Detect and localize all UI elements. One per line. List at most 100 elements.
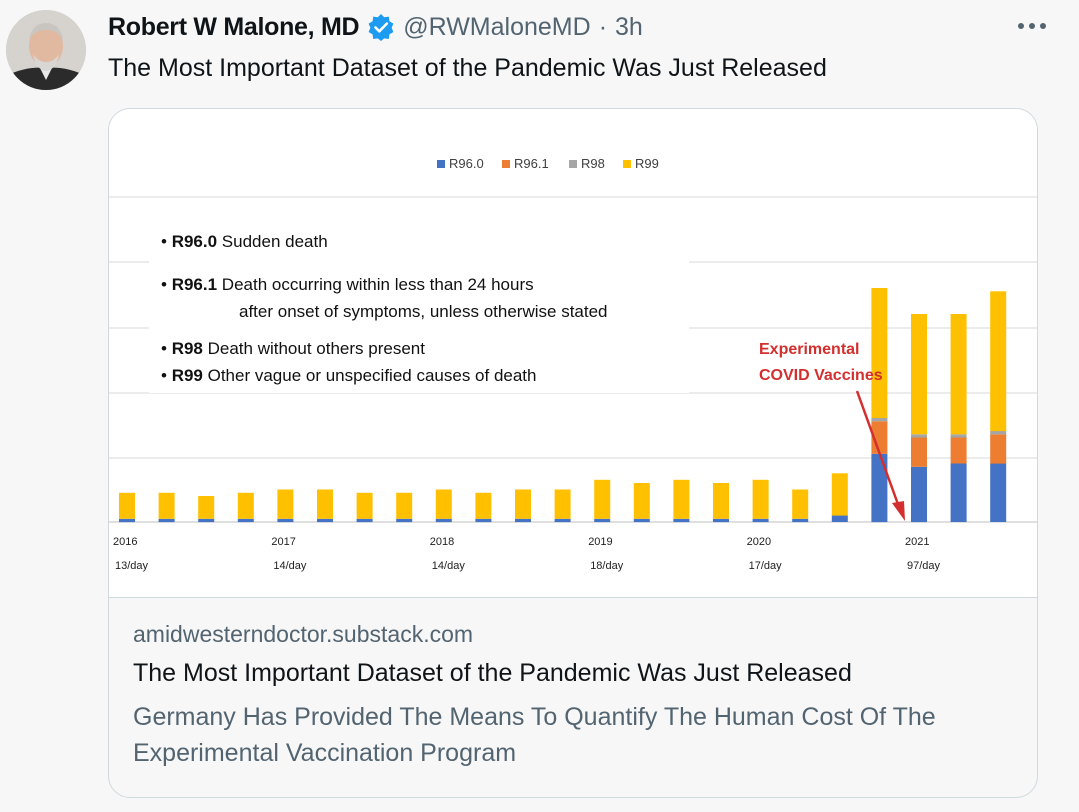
- bar-r96-0-13: [633, 518, 650, 523]
- bar-r96-0-20: [911, 466, 927, 523]
- bar-r99-7: [396, 492, 413, 519]
- bar-r96-0-6: [356, 518, 373, 523]
- author-handle[interactable]: @RWMaloneMD: [403, 12, 591, 41]
- bar-r99-19: [871, 288, 888, 418]
- author-name[interactable]: Robert W Malone, MD: [108, 12, 360, 41]
- x-year-label: 2016: [113, 536, 137, 548]
- bar-r99-3: [237, 492, 254, 519]
- bar-r99-10: [515, 489, 531, 519]
- bar-r99-17: [792, 489, 809, 519]
- bar-r99-1: [158, 492, 175, 519]
- bar-r96-0-7: [396, 518, 413, 523]
- link-card[interactable]: R96.0 R96.1 R98 R99 • R96.0 Sudden death…: [108, 108, 1038, 798]
- note-code: R96.1: [172, 275, 217, 294]
- bar-r98-20: [911, 434, 927, 438]
- note-r96-1: • R96.1 Death occurring within less than…: [161, 275, 534, 294]
- avatar[interactable]: [6, 10, 86, 90]
- x-year-label: 2021: [905, 536, 929, 548]
- stacked-bar-chart: R96.0 R96.1 R98 R99 • R96.0 Sudden death…: [109, 156, 1037, 572]
- bar-r96-0-19: [871, 453, 888, 523]
- bar-r99-8: [435, 489, 452, 519]
- bar-r99-2: [198, 496, 215, 519]
- bar-r96-0-22: [990, 463, 1007, 522]
- chart-bars: [119, 288, 1007, 523]
- bar-r96-0-2: [198, 518, 215, 523]
- note-text: Other vague or unspecified causes of dea…: [208, 366, 537, 385]
- verified-badge-icon: [367, 13, 395, 41]
- more-icon[interactable]: [1015, 14, 1049, 38]
- bar-r96-0-16: [752, 518, 769, 523]
- x-rate-label: 14/day: [273, 560, 307, 572]
- bar-r99-16: [752, 479, 769, 519]
- x-year-label: 2018: [430, 536, 454, 548]
- bar-r99-11: [554, 489, 571, 519]
- card-domain: amidwesterndoctor.substack.com: [133, 621, 474, 647]
- note-r99: • R99 Other vague or unspecified causes …: [161, 366, 537, 385]
- bar-r96-0-14: [673, 518, 690, 523]
- bar-r96-0-21: [950, 463, 967, 522]
- x-rate-label: 13/day: [115, 560, 149, 572]
- annotation-arrow-head: [892, 501, 905, 521]
- note-r96-0: • R96.0 Sudden death: [161, 232, 328, 251]
- x-axis-labels: 2016 13/day 2017 14/day 2018 14/day 2019 18/day…: [113, 536, 941, 572]
- bar-r99-0: [119, 492, 135, 519]
- legend-r96-1: R96.1: [514, 156, 549, 171]
- legend-swatch-r96-1: [502, 160, 510, 168]
- bar-r96-0-3: [237, 518, 254, 523]
- chart-notes: • R96.0 Sudden death • R96.1 Death occur…: [161, 232, 608, 385]
- tweet-text: The Most Important Dataset of the Pandem…: [108, 54, 827, 82]
- tweet-timestamp[interactable]: 3h: [615, 12, 643, 41]
- bar-r98-19: [871, 418, 888, 422]
- bar-r99-6: [356, 492, 373, 519]
- note-r96-1-continuation: after onset of symptoms, unless otherwis…: [239, 302, 608, 321]
- bar-r96-0-1: [158, 518, 175, 523]
- legend-r98: R98: [581, 156, 605, 171]
- bar-r96-1-22: [990, 434, 1007, 464]
- legend-r99: R99: [635, 156, 659, 171]
- note-code: R99: [172, 366, 203, 385]
- x-year-label: 2020: [747, 536, 771, 548]
- x-rate-label: 17/day: [749, 560, 783, 572]
- bar-r96-1-21: [950, 437, 967, 464]
- annotation-arrow-line: [855, 390, 901, 508]
- separator-dot: ·: [598, 12, 608, 41]
- bar-r96-0-9: [475, 518, 492, 523]
- note-text: Sudden death: [222, 232, 328, 251]
- bar-r96-0-8: [435, 518, 452, 523]
- bar-r99-12: [594, 479, 611, 519]
- x-year-label: 2019: [588, 536, 612, 548]
- bar-r96-0-5: [317, 518, 333, 523]
- bar-r99-21: [950, 314, 967, 435]
- bar-r99-18: [831, 473, 848, 516]
- bar-r96-0-10: [515, 518, 531, 523]
- bar-r99-5: [317, 489, 333, 519]
- legend-swatch-r98: [569, 160, 577, 168]
- note-r98: • R98 Death without others present: [161, 339, 425, 358]
- bar-r96-0-12: [594, 518, 611, 523]
- note-code: R98: [172, 339, 203, 358]
- note-text: Death occurring within less than 24 hour…: [222, 275, 534, 294]
- annotation-line-2: COVID Vaccines: [759, 367, 883, 384]
- bar-r99-15: [713, 483, 729, 519]
- legend-swatch-r96-0: [437, 160, 445, 168]
- bar-r99-13: [633, 483, 650, 519]
- bar-r98-22: [990, 431, 1007, 435]
- legend-r96-0: R96.0: [449, 156, 484, 171]
- x-rate-label: 18/day: [590, 560, 624, 572]
- bar-r96-0-15: [713, 518, 729, 523]
- card-title: The Most Important Dataset of the Pandem…: [133, 659, 852, 687]
- bar-r98-21: [950, 434, 967, 438]
- bar-r96-1-20: [911, 437, 927, 467]
- card-chart-image: R96.0 R96.1 R98 R99 • R96.0 Sudden death…: [109, 109, 1037, 598]
- annotation-line-1: Experimental: [759, 341, 859, 358]
- legend-swatch-r99: [623, 160, 631, 168]
- x-rate-label: 97/day: [907, 560, 941, 572]
- bar-r96-0-17: [792, 518, 809, 523]
- note-code: R96.0: [172, 232, 217, 251]
- bar-r99-9: [475, 492, 492, 519]
- tweet-header: Robert W Malone, MD @RWMaloneMD · 3h: [108, 10, 643, 44]
- note-text: Death without others present: [208, 339, 426, 358]
- vaccine-annotation: Experimental COVID Vaccines: [759, 341, 905, 521]
- chart-legend: R96.0 R96.1 R98 R99: [437, 156, 659, 171]
